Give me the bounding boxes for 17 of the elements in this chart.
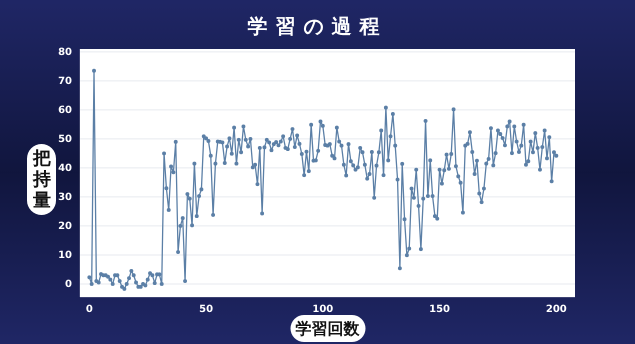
x-tick-label: 50 [199,304,214,316]
y-tick-label: 40 [58,163,72,174]
x-tick-label: 200 [546,304,567,316]
y-tick-label: 50 [58,134,72,146]
x-axis-title: 学習回数 [296,319,360,338]
y-tick-label: 10 [58,250,72,262]
x-tick-label: 150 [429,304,450,316]
y-tick-label: 30 [58,192,72,204]
y-axis-title: 把持量 [32,148,51,211]
y-tick-label: 0 [65,279,72,290]
x-tick-label: 100 [312,304,334,316]
y-tick-label: 60 [58,105,72,116]
y-tick-label: 70 [58,76,72,88]
x-tick-label: 0 [86,304,93,316]
y-tick-label: 20 [58,221,72,232]
chart-title: 学習の過程 [248,14,388,38]
y-tick-label: 80 [58,47,72,58]
